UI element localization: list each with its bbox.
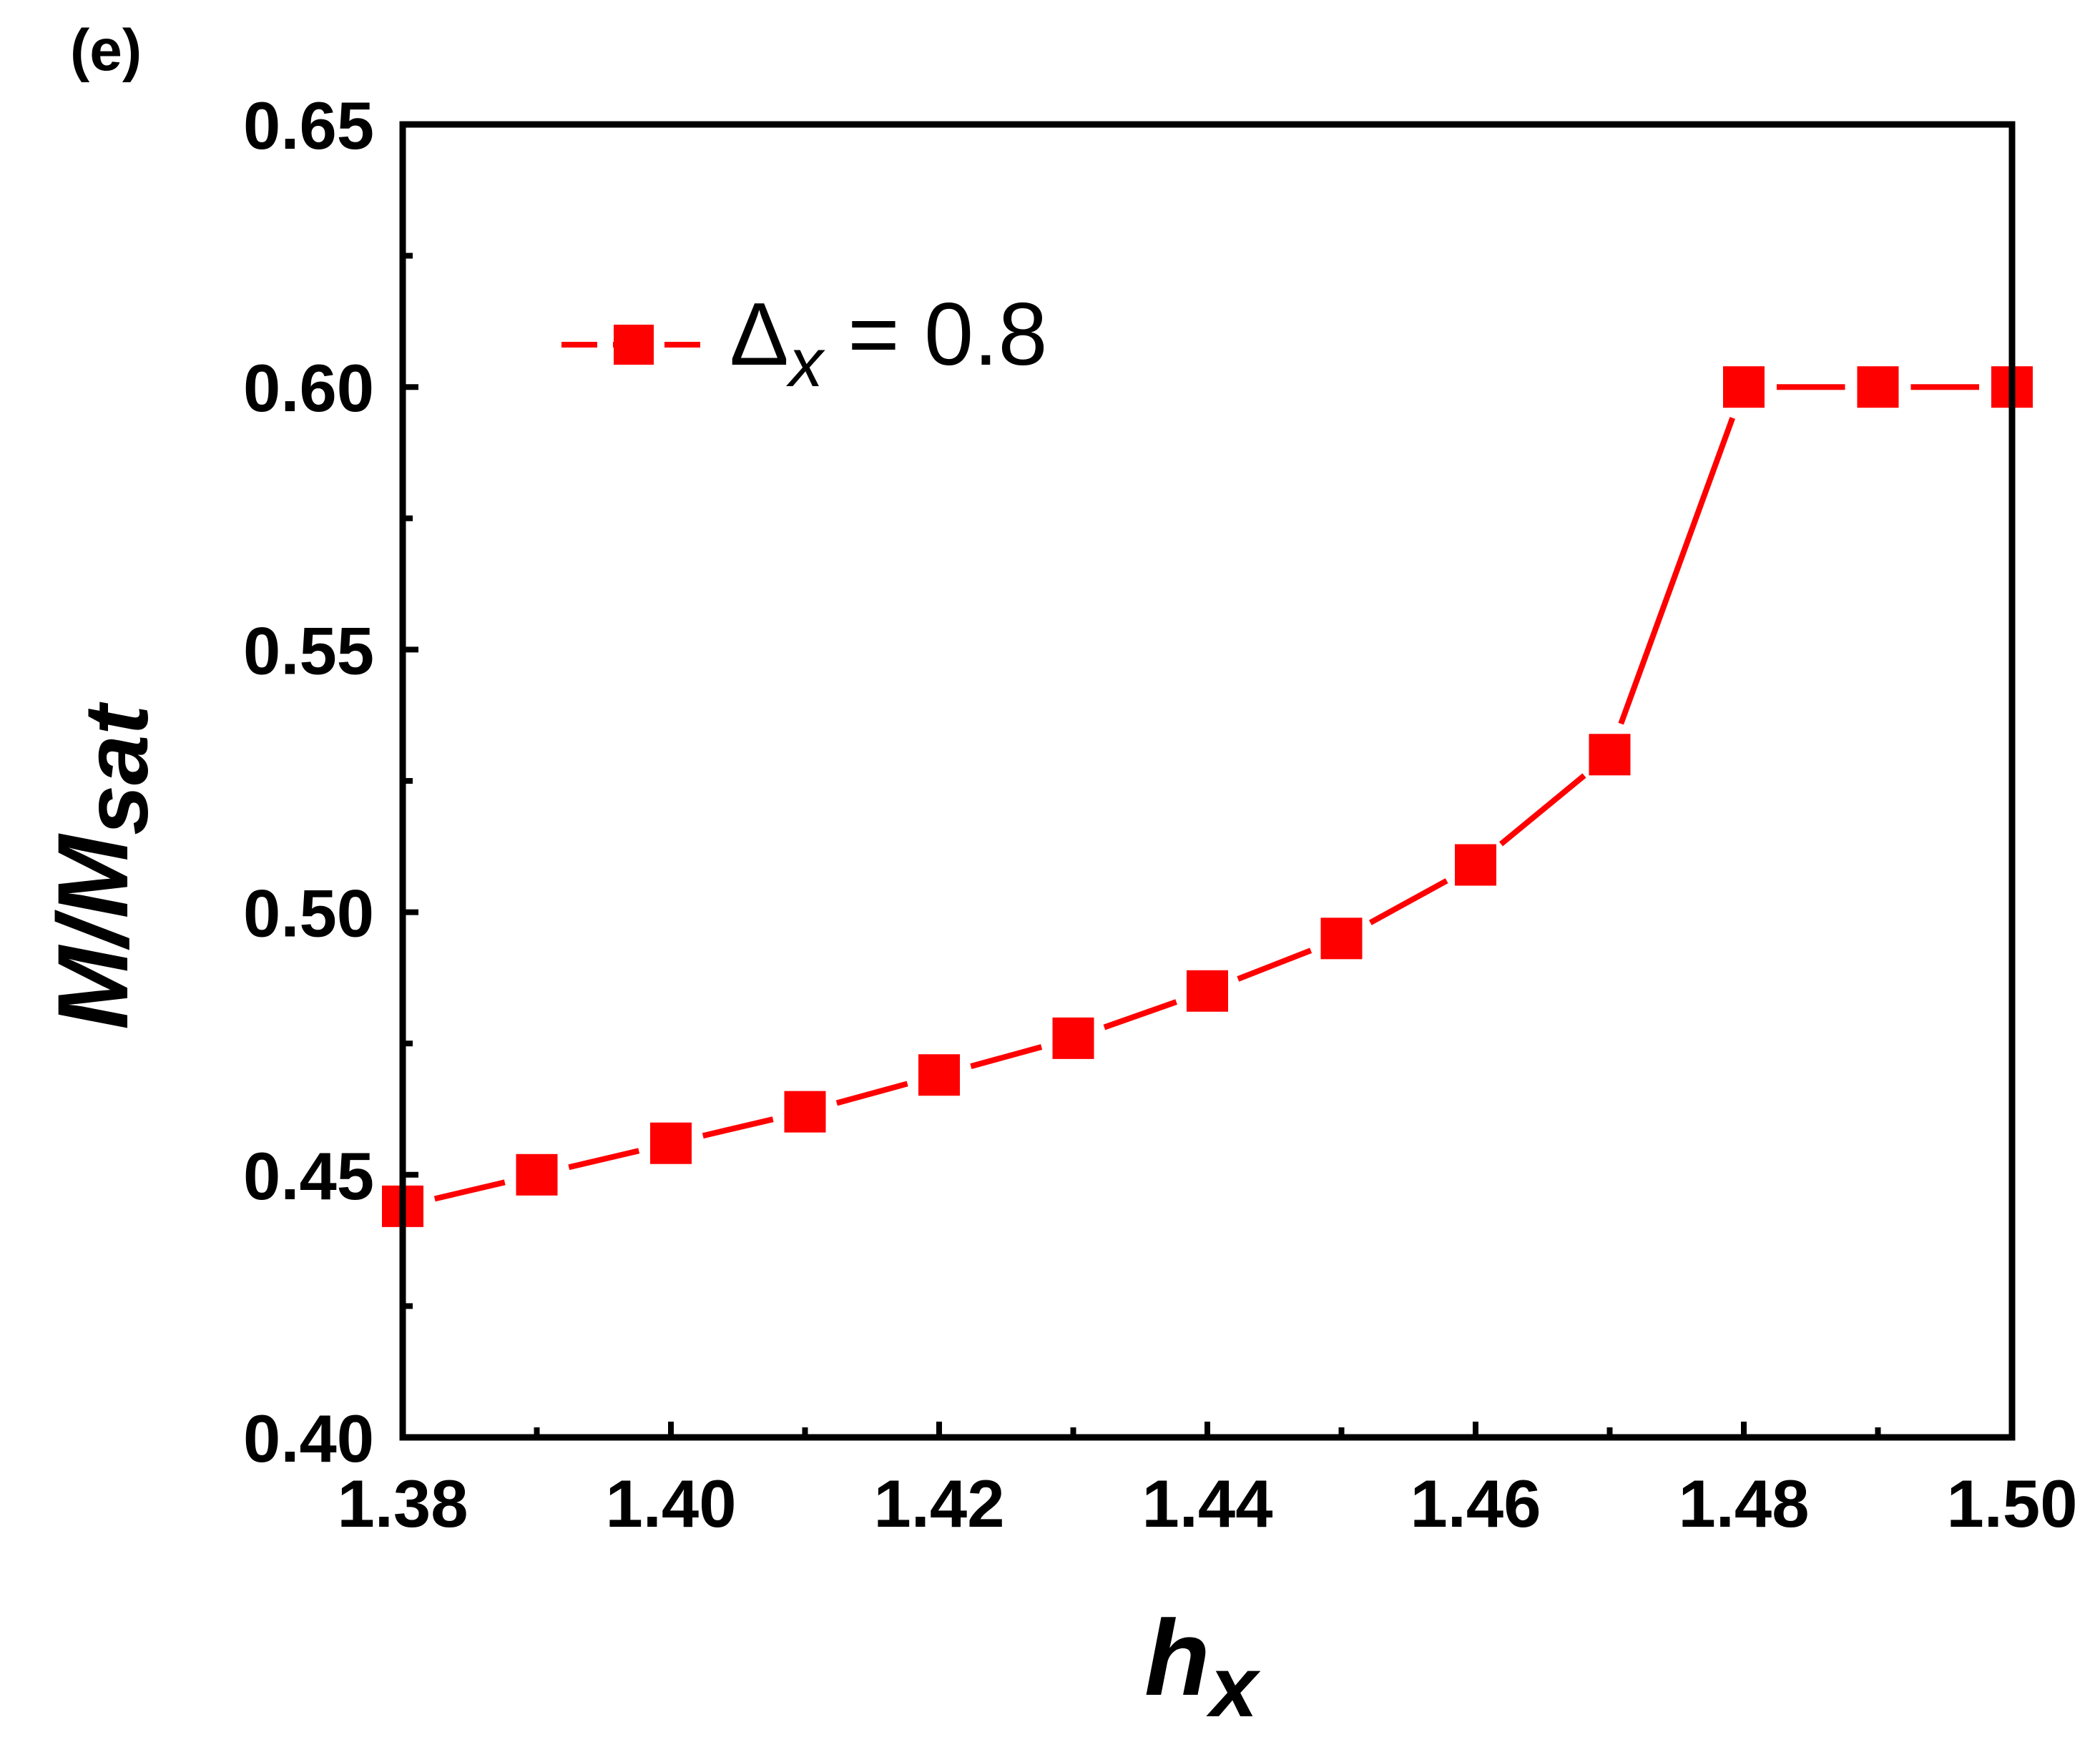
data-point-marker [650, 1122, 692, 1164]
series-line-segment [433, 1179, 506, 1202]
legend-marker [614, 325, 654, 365]
legend-label-rest: = 0.8 [823, 285, 1048, 384]
plot-data [382, 366, 2033, 1227]
panel-label: (e) [70, 18, 142, 83]
series-line-segment [568, 1148, 640, 1171]
x-tick-label: 1.44 [1142, 1466, 1273, 1541]
data-point-marker [1052, 1017, 1094, 1059]
data-point-marker [918, 1054, 960, 1096]
data-point-marker [1857, 366, 1899, 408]
legend-label: Δx = 0.8 [730, 285, 1048, 401]
data-point-marker [784, 1091, 826, 1133]
x-tick-label: 1.40 [606, 1466, 737, 1541]
x-axis-title: hx [1144, 1598, 1261, 1735]
y-axis-title: M/Msat [36, 702, 167, 1030]
y-axis-title-main: M/M [36, 832, 149, 1030]
legend: Δx = 0.8 [561, 285, 1048, 401]
series-line-segment [1618, 417, 1735, 725]
series-line-segment [1368, 878, 1448, 925]
y-tick-label: 0.45 [243, 1138, 374, 1214]
y-tick-label: 0.55 [243, 613, 374, 688]
data-point-marker [1455, 844, 1496, 886]
x-tick-label: 1.50 [1947, 1466, 2078, 1541]
x-tick-label: 1.38 [338, 1466, 468, 1541]
series-line-segment [1498, 773, 1586, 847]
x-tick-label: 1.48 [1679, 1466, 1810, 1541]
x-axis-title-sub: x [1206, 1639, 1261, 1735]
data-point-marker [1723, 366, 1765, 408]
series-line-segment [970, 1044, 1043, 1069]
axis-ticks: 1.38 1.40 1.42 1.44 1.46 1.48 1.50 0.40 0.45 0.50… [243, 88, 2077, 1541]
data-point-marker [1589, 734, 1631, 776]
series-line-segment [702, 1116, 774, 1139]
x-axis-title-main: h [1144, 1598, 1210, 1718]
y-tick-label: 0.40 [243, 1401, 374, 1476]
data-point-marker [1320, 917, 1363, 960]
y-tick-label: 0.60 [243, 350, 374, 425]
y-tick-label: 0.50 [243, 876, 374, 951]
data-point-marker [1187, 970, 1228, 1012]
plot-frame [399, 121, 2016, 1441]
series-line-segment [1103, 999, 1177, 1030]
data-point-marker [516, 1153, 558, 1196]
y-tick-label: 0.65 [243, 88, 374, 163]
series-line-segment [835, 1081, 908, 1106]
y-axis-title-sub: sat [66, 702, 167, 835]
x-tick-label: 1.42 [874, 1466, 1005, 1541]
legend-label-main: Δ [730, 285, 789, 384]
legend-label-sub: x [786, 325, 825, 401]
x-tick-label: 1.46 [1410, 1466, 1541, 1541]
series-line-segment [1237, 948, 1312, 982]
